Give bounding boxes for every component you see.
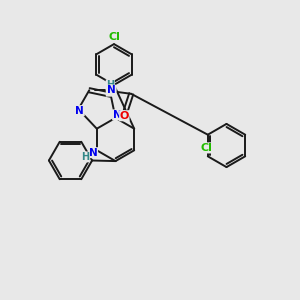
Text: H: H (106, 80, 114, 90)
Text: N: N (89, 148, 98, 158)
Text: H: H (81, 152, 89, 162)
Text: Cl: Cl (108, 32, 120, 43)
Text: N: N (107, 85, 116, 95)
Text: O: O (120, 111, 129, 121)
Text: Cl: Cl (200, 143, 212, 153)
Text: N: N (112, 110, 122, 120)
Text: N: N (76, 106, 84, 116)
Text: N: N (106, 86, 115, 96)
